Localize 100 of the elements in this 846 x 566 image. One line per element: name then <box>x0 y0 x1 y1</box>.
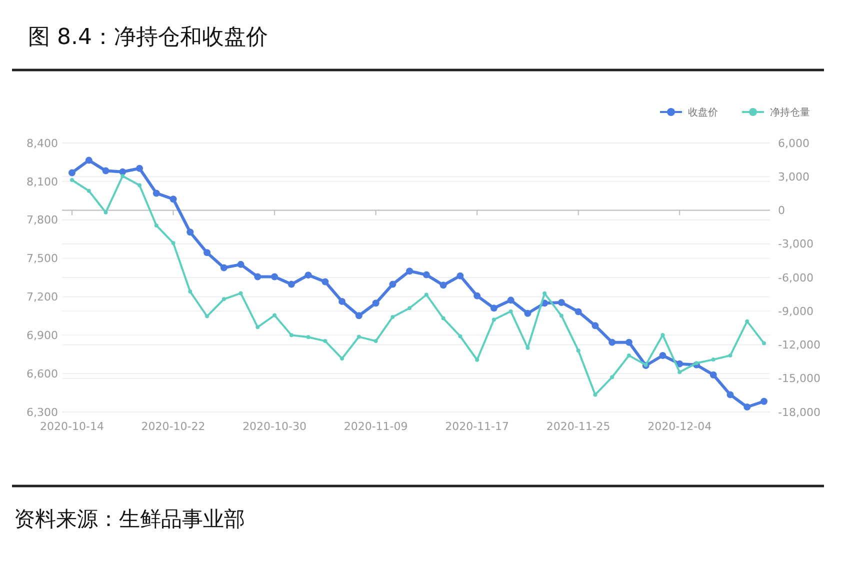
point <box>102 167 110 174</box>
y2-tick-label: 3,000 <box>778 170 810 184</box>
point <box>422 271 430 278</box>
point <box>492 318 496 322</box>
point <box>154 223 158 228</box>
point <box>593 392 598 397</box>
point <box>372 300 380 307</box>
point <box>608 338 616 346</box>
point <box>204 249 211 256</box>
point <box>104 210 108 214</box>
y-tick-label: 6,600 <box>26 367 58 380</box>
point <box>576 348 580 353</box>
x-tick-label: 2020-10-14 <box>40 420 104 433</box>
y-tick-label: 7,800 <box>26 214 58 227</box>
point <box>524 310 532 317</box>
legend-label: 收盘价 <box>688 106 718 118</box>
x-tick-label: 2020-10-22 <box>141 420 206 433</box>
y-tick-label: 6,900 <box>26 328 58 342</box>
point <box>507 296 514 304</box>
point <box>726 391 734 398</box>
point <box>271 273 278 280</box>
y2-tick-label: 6,000 <box>778 136 810 150</box>
point <box>659 352 666 360</box>
point <box>205 314 210 318</box>
point <box>558 298 565 306</box>
point <box>220 264 228 272</box>
point <box>254 273 262 280</box>
point <box>474 292 481 300</box>
point <box>138 183 142 188</box>
point <box>222 297 226 302</box>
point <box>288 280 295 288</box>
point <box>458 334 462 338</box>
x-tick-label: 2020-12-04 <box>648 420 712 433</box>
point <box>408 306 412 310</box>
point <box>694 361 698 366</box>
point <box>389 280 396 288</box>
point <box>256 325 260 330</box>
point <box>86 188 91 193</box>
x-tick-label: 2020-10-30 <box>242 420 307 433</box>
point <box>289 333 294 338</box>
point <box>338 298 346 305</box>
point <box>526 346 530 350</box>
point <box>68 169 76 176</box>
point <box>238 291 243 296</box>
point <box>745 319 750 324</box>
point <box>272 313 277 318</box>
chart-title: 图 8.4：净持仓和收盘价 <box>28 25 268 50</box>
point <box>355 312 362 320</box>
point <box>322 278 329 286</box>
y-tick-label: 7,200 <box>26 290 58 304</box>
y-tick-label: 8,400 <box>26 136 58 150</box>
point <box>626 354 631 358</box>
point <box>306 335 310 340</box>
y-tick-label: 7,500 <box>26 252 58 266</box>
point <box>625 338 632 346</box>
point <box>441 316 446 320</box>
point <box>340 356 344 361</box>
point <box>186 228 194 236</box>
y-tick-label: 8,100 <box>26 175 58 188</box>
point <box>728 354 732 358</box>
point <box>120 174 125 178</box>
legend-label: 净持仓量 <box>770 106 810 118</box>
point <box>711 358 716 362</box>
point <box>390 314 395 319</box>
point <box>678 370 682 374</box>
x-tick-label: 2020-11-17 <box>445 420 510 433</box>
point <box>592 322 599 330</box>
y2-tick-label: -12,000 <box>778 338 820 352</box>
point <box>171 240 176 245</box>
point <box>710 371 717 378</box>
point <box>237 260 244 268</box>
y-tick-label: 6,300 <box>26 406 58 419</box>
point <box>508 309 513 314</box>
point <box>356 334 361 339</box>
point <box>440 282 447 289</box>
point <box>559 314 564 318</box>
point <box>542 291 547 296</box>
x-tick-label: 2020-11-25 <box>546 420 610 433</box>
point <box>760 398 768 405</box>
point <box>456 272 464 280</box>
y2-tick-label: -9,000 <box>778 304 814 318</box>
point <box>475 358 480 362</box>
y2-tick-label: 0 <box>778 204 785 218</box>
point <box>119 168 126 176</box>
point <box>152 190 160 197</box>
point <box>136 164 144 172</box>
y2-tick-label: -18,000 <box>778 406 820 419</box>
point <box>610 375 614 380</box>
point <box>323 339 328 344</box>
point <box>744 404 751 411</box>
point <box>490 304 498 312</box>
point <box>70 178 74 182</box>
y2-tick-label: -3,000 <box>778 238 814 251</box>
y2-tick-label: -15,000 <box>778 372 820 386</box>
x-tick-label: 2020-11-09 <box>344 420 408 433</box>
point <box>374 339 378 344</box>
y2-tick-label: -6,000 <box>778 271 814 284</box>
point <box>304 272 312 279</box>
point <box>85 156 92 164</box>
point <box>762 341 766 346</box>
